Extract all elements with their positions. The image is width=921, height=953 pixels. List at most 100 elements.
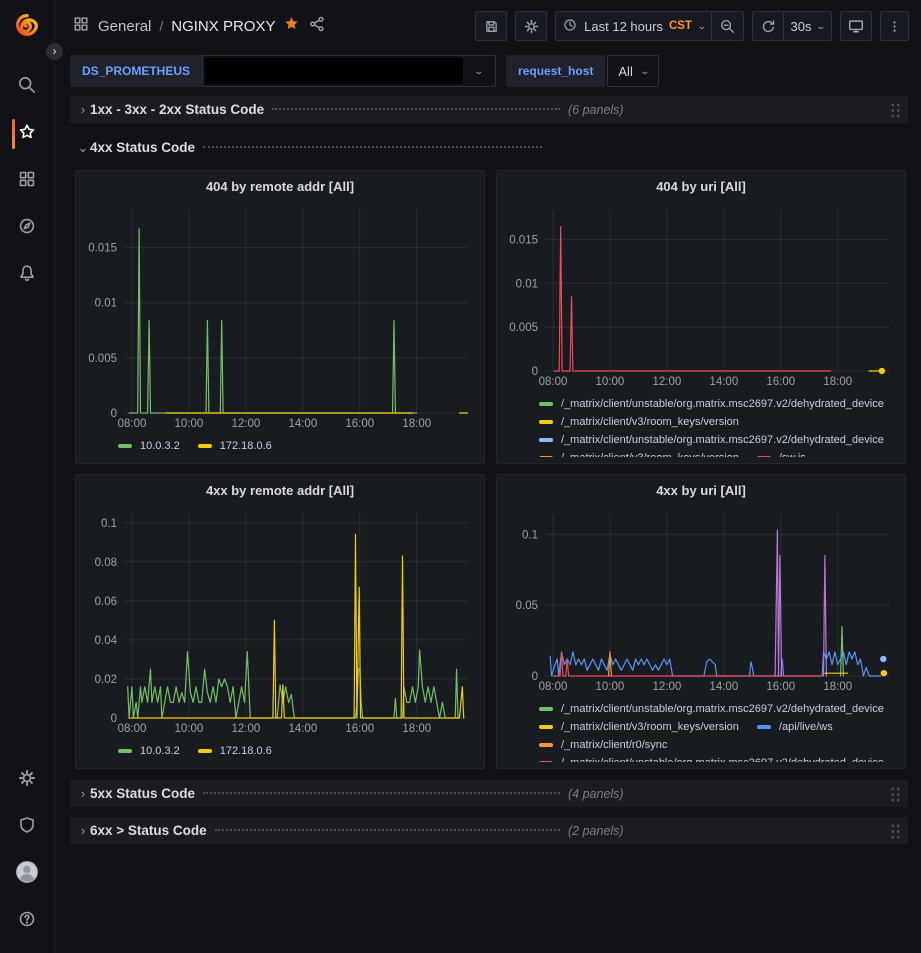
timeseries-chart[interactable]: 08:00 10:00 12:00 14:00 16:00 18:00 0 0.005 0.01… <box>84 201 476 433</box>
row-drag-handle[interactable] <box>889 785 900 802</box>
sidebar-item-server-admin[interactable] <box>0 804 55 851</box>
sidebar-nav-top <box>0 64 55 299</box>
legend-item[interactable]: /_matrix/client/v3/room_keys/version <box>539 449 739 457</box>
request-host-variable-label[interactable]: request_host <box>506 55 606 87</box>
share-icon[interactable] <box>308 15 326 38</box>
svg-text:0.1: 0.1 <box>522 529 538 541</box>
legend-label: /sw.js <box>779 452 806 457</box>
row-panel-count: (6 panels) <box>568 102 624 117</box>
chevron-down-icon: ⌄ <box>473 65 485 76</box>
timeseries-chart[interactable]: 08:00 10:00 12:00 14:00 16:00 18:00 0 0.005 0.01… <box>505 201 897 391</box>
gear-icon <box>17 768 37 793</box>
save-dashboard-button[interactable] <box>475 11 508 41</box>
row-4xx[interactable]: ⌄ 4xx Status Code <box>70 134 908 161</box>
panel-header[interactable]: 4xx by uri [All] <box>505 475 897 505</box>
legend-item[interactable]: /_matrix/client/unstable/org.matrix.msc2… <box>539 395 884 413</box>
sidebar-item-help[interactable] <box>0 898 55 945</box>
row-dots-filler <box>272 107 560 110</box>
row-5xx[interactable]: › 5xx Status Code (4 panels) <box>70 780 908 807</box>
svg-text:16:00: 16:00 <box>766 376 795 388</box>
panel-title[interactable]: 404 by uri [All] <box>656 178 746 194</box>
svg-text:10:00: 10:00 <box>175 723 204 735</box>
breadcrumb: General / NGINX PROXY <box>72 15 326 38</box>
chevron-right-icon: › <box>80 102 86 117</box>
apps-grid-icon[interactable] <box>72 15 90 38</box>
panel-header[interactable]: 404 by remote addr [All] <box>84 171 476 201</box>
sidebar-item-starred[interactable] <box>0 111 55 158</box>
legend-label: /_matrix/client/unstable/org.matrix.msc2… <box>561 434 884 446</box>
sidebar-expand-button[interactable]: › <box>43 40 66 63</box>
svg-text:18:00: 18:00 <box>402 723 431 735</box>
panel-title[interactable]: 404 by remote addr [All] <box>205 178 355 194</box>
legend-item[interactable]: 10.0.3.2 <box>118 742 180 760</box>
refresh-controls: 30s ⌄ <box>752 11 832 41</box>
svg-text:10:00: 10:00 <box>175 418 204 430</box>
svg-text:16:00: 16:00 <box>345 723 374 735</box>
legend-item[interactable]: 10.0.3.2 <box>118 437 180 455</box>
datasource-variable-select[interactable]: ⌄ <box>202 55 497 87</box>
request-host-variable-select[interactable]: All ⌄ <box>607 55 660 87</box>
row-dots-filler <box>203 145 542 148</box>
tv-mode-button[interactable] <box>840 11 872 41</box>
legend-item[interactable]: /_matrix/client/r0/sync <box>539 736 667 754</box>
legend-item[interactable]: /_matrix/client/unstable/org.matrix.msc2… <box>539 700 884 718</box>
legend-label: /_matrix/client/unstable/org.matrix.msc2… <box>561 757 884 762</box>
dashboard-settings-button[interactable] <box>515 11 548 41</box>
legend-item[interactable]: /_matrix/client/unstable/org.matrix.msc2… <box>539 431 884 449</box>
legend-item[interactable]: /_matrix/client/unstable/org.matrix.msc2… <box>539 754 884 762</box>
favorite-star-icon[interactable] <box>283 15 300 37</box>
panel-legend: 10.0.3.2 172.18.0.6 <box>84 738 476 762</box>
svg-text:12:00: 12:00 <box>231 418 260 430</box>
search-icon <box>17 75 37 100</box>
svg-text:0.1: 0.1 <box>101 518 117 530</box>
breadcrumb-section[interactable]: General <box>98 17 152 35</box>
row-6xx[interactable]: › 6xx > Status Code (2 panels) <box>70 817 908 844</box>
svg-text:0.005: 0.005 <box>88 353 117 365</box>
panel-title[interactable]: 4xx by uri [All] <box>656 482 746 498</box>
row-drag-handle[interactable] <box>889 101 900 118</box>
legend-label: /api/live/ws <box>778 721 833 733</box>
legend-item[interactable]: 172.18.0.6 <box>197 437 272 455</box>
svg-text:18:00: 18:00 <box>402 418 431 430</box>
legend-swatch <box>539 456 553 457</box>
timeseries-chart[interactable]: 08:00 10:00 12:00 14:00 16:00 18:00 0 0.02 0.04 0… <box>84 505 476 738</box>
svg-text:18:00: 18:00 <box>823 376 852 388</box>
refresh-button[interactable] <box>752 11 785 41</box>
datasource-variable-label[interactable]: DS_PROMETHEUS <box>70 55 203 87</box>
panel-header[interactable]: 4xx by remote addr [All] <box>84 475 476 505</box>
sidebar-item-explore[interactable] <box>0 205 55 252</box>
svg-text:12:00: 12:00 <box>652 376 681 388</box>
legend-item[interactable]: /_matrix/client/v3/room_keys/version <box>539 413 739 431</box>
grafana-logo-icon[interactable] <box>14 12 40 38</box>
sidebar-item-dashboards[interactable] <box>0 158 55 205</box>
panel-404-by-uri-all-: 404 by uri [All] 08:00 10:00 12:00 14:00 16:0… <box>496 170 906 464</box>
sidebar-item-profile[interactable] <box>0 851 55 898</box>
legend-item[interactable]: 172.18.0.6 <box>197 742 272 760</box>
legend-swatch <box>756 725 771 729</box>
row-1xx-3xx-2xx[interactable]: › 1xx - 3xx - 2xx Status Code (6 panels) <box>70 96 908 123</box>
panel-title[interactable]: 4xx by remote addr [All] <box>205 482 355 498</box>
refresh-interval-picker[interactable]: 30s ⌄ <box>784 11 832 41</box>
row-drag-handle[interactable] <box>889 822 900 839</box>
zoom-out-button[interactable] <box>712 11 745 41</box>
sidebar-item-configuration[interactable] <box>0 757 55 804</box>
shield-icon <box>17 815 37 840</box>
legend-item[interactable]: /_matrix/client/v3/room_keys/version <box>539 718 739 736</box>
panel-4xx-by-remote-addr-all-: 4xx by remote addr [All] 08:00 10:00 12:00 1… <box>75 474 485 769</box>
svg-text:14:00: 14:00 <box>288 418 317 430</box>
row-title: 4xx Status Code <box>90 140 196 155</box>
legend-item[interactable]: /sw.js <box>756 449 806 457</box>
time-range-picker[interactable]: Last 12 hours CST ⌄ <box>555 11 713 41</box>
legend-item[interactable]: /api/live/ws <box>756 718 833 736</box>
dashboard-title[interactable]: NGINX PROXY <box>171 17 276 35</box>
panel-header[interactable]: 404 by uri [All] <box>505 171 897 201</box>
svg-text:10:00: 10:00 <box>596 376 625 388</box>
kebab-menu-button[interactable] <box>880 11 909 41</box>
legend-swatch <box>756 456 771 457</box>
sidebar-item-alerting[interactable] <box>0 252 55 299</box>
timeseries-chart[interactable]: 08:00 10:00 12:00 14:00 16:00 18:00 0 0.05 0.1 <box>505 505 897 696</box>
svg-text:0: 0 <box>111 408 117 420</box>
panel-404-by-remote-addr-all-: 404 by remote addr [All] 08:00 10:00 12:00 1… <box>75 170 485 464</box>
time-controls: Last 12 hours CST ⌄ <box>555 11 745 41</box>
sidebar-item-search[interactable] <box>0 64 55 111</box>
